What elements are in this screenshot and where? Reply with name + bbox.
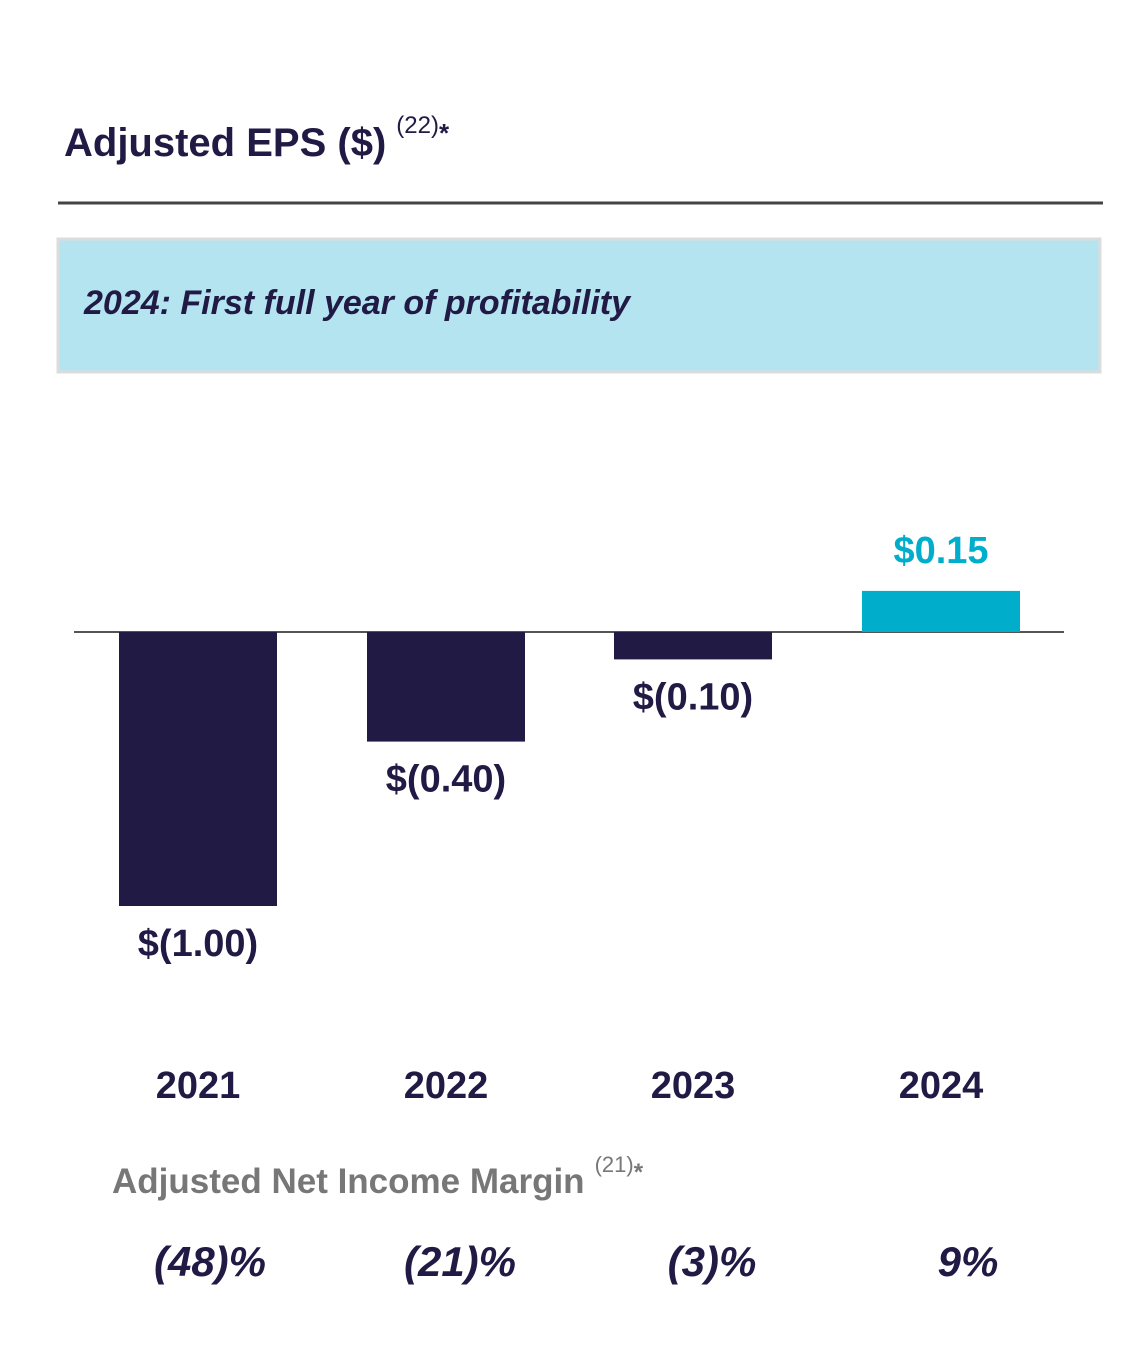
chart-title: Adjusted EPS ($) (22)* <box>64 112 450 164</box>
title-text: Adjusted EPS ($) <box>64 121 386 165</box>
margin-value: (48)% <box>154 1238 266 1285</box>
bar <box>119 632 277 906</box>
margin-note: (21) <box>595 1152 634 1177</box>
margin-mark: * <box>634 1159 644 1186</box>
margin-value: 9% <box>938 1238 999 1285</box>
x-tick-label: 2022 <box>404 1065 489 1107</box>
value-label: $0.15 <box>893 530 988 572</box>
bar <box>367 632 525 742</box>
margin-title-text: Adjusted Net Income Margin <box>112 1162 585 1201</box>
x-tick-label: 2021 <box>156 1065 241 1107</box>
title-note: (22) <box>396 112 439 139</box>
margin-title: Adjusted Net Income Margin (21)* <box>112 1152 644 1201</box>
x-tick-label: 2024 <box>899 1065 984 1107</box>
margin-value: (3)% <box>668 1238 757 1285</box>
margin-value: (21)% <box>404 1238 516 1285</box>
banner <box>56 237 1102 374</box>
bar <box>614 632 772 660</box>
x-tick-label: 2023 <box>651 1065 736 1107</box>
title-mark: * <box>439 118 450 148</box>
value-label: $(0.40) <box>386 759 506 801</box>
value-label: $(1.00) <box>138 923 258 965</box>
banner-text: 2024: First full year of profitability <box>83 284 632 322</box>
bar <box>862 590 1020 632</box>
value-label: $(0.10) <box>633 676 753 718</box>
